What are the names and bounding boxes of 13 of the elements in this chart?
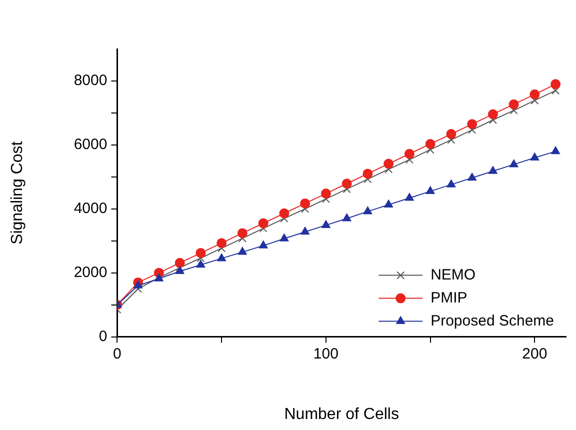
y-tick-label: 4000 <box>74 200 108 218</box>
y-tick-label: 2000 <box>74 264 108 281</box>
x-axis-title: Number of Cells <box>284 406 399 423</box>
x-tick-label: 200 <box>522 345 548 362</box>
legend-label: Proposed Scheme <box>430 312 554 330</box>
y-tick-label: 6000 <box>74 136 108 154</box>
legend-label: NEMO <box>430 266 476 284</box>
x-tick-label: 0 <box>113 345 122 362</box>
y-tick-label: 8000 <box>74 72 108 90</box>
legend-label: PMIP <box>430 289 468 306</box>
y-tick-label: 0 <box>98 328 108 345</box>
y-axis-title: Signaling Cost <box>9 140 26 244</box>
x-tick-label: 100 <box>313 345 338 362</box>
